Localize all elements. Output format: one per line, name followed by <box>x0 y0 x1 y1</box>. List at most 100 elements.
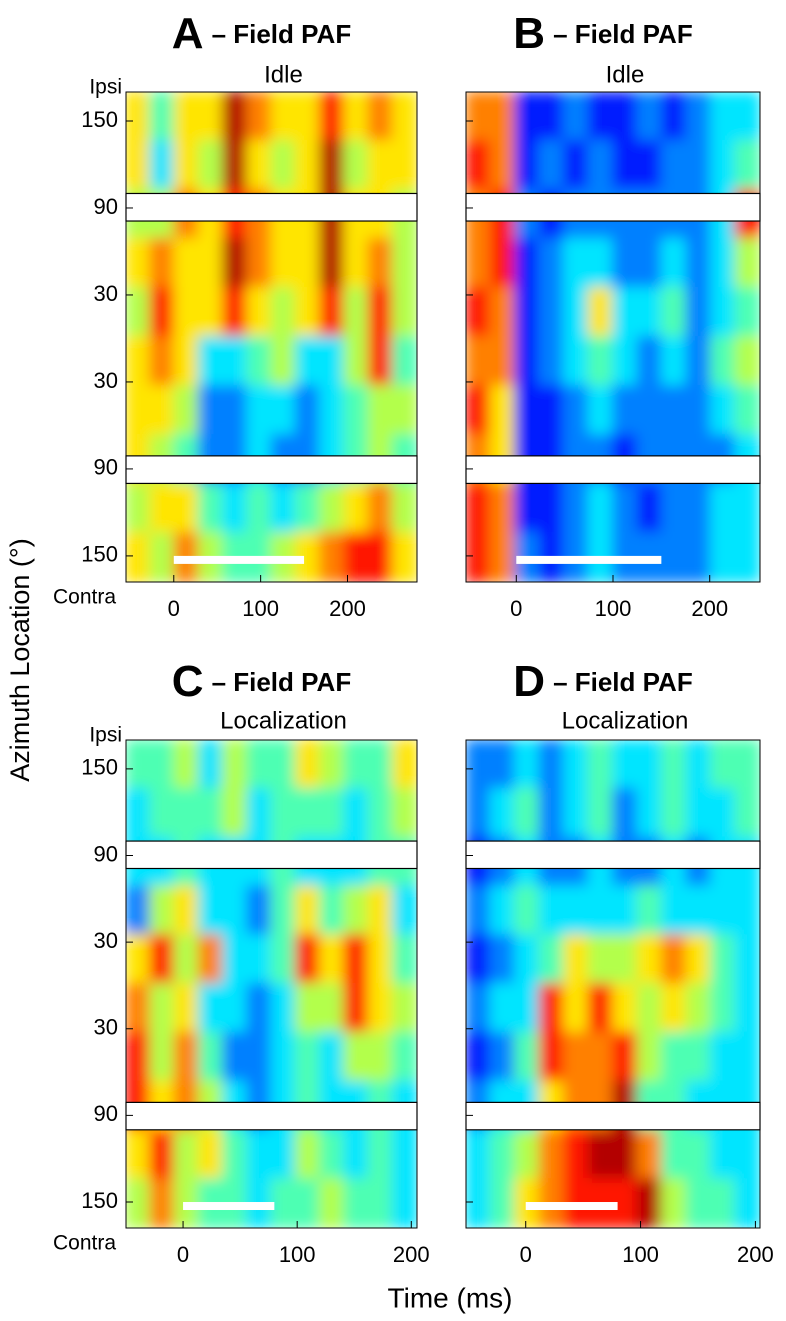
heatmap-cell <box>343 238 370 289</box>
heatmap-cell <box>489 740 516 790</box>
heatmap-cell <box>391 385 417 436</box>
heatmap-cell <box>149 983 176 1034</box>
heatmap-cell <box>710 385 737 436</box>
heatmap-cell <box>294 140 321 191</box>
heatmap-cell <box>294 787 321 839</box>
heatmap-cell <box>734 483 760 534</box>
mask-band <box>465 192 761 222</box>
heatmap-cell <box>636 483 663 534</box>
heatmap-cell <box>319 983 346 1034</box>
heatmap-cell <box>685 934 712 985</box>
heatmap-cell <box>391 1129 417 1181</box>
y-tick-label: 30 <box>94 281 118 306</box>
heatmap-cell <box>246 385 273 436</box>
heatmap-cell <box>563 483 590 534</box>
x-tick-label: 200 <box>329 596 366 621</box>
heatmap-cell <box>563 140 590 191</box>
heatmap-cell <box>661 336 688 387</box>
heatmap-cell <box>538 885 565 937</box>
heatmap-cell <box>343 740 370 790</box>
scale-bar <box>183 1202 275 1211</box>
heatmap-cell <box>466 740 492 790</box>
heatmap-cell <box>489 140 516 191</box>
heatmap-cell <box>391 1178 417 1228</box>
heatmap-cell <box>636 934 663 985</box>
y-tick-label: 30 <box>94 1015 118 1040</box>
heatmap-cell <box>367 983 394 1034</box>
heatmap-cell <box>246 336 273 387</box>
heatmap-cell <box>489 787 516 839</box>
heatmap-cell <box>636 336 663 387</box>
heatmap-cell <box>538 934 565 985</box>
heatmap-cell <box>222 885 249 937</box>
heatmap-cell <box>710 740 737 790</box>
panel-letter: B <box>513 9 545 58</box>
heatmap-cell <box>612 287 639 338</box>
heatmap-cell <box>661 287 688 338</box>
heatmap-cell <box>319 885 346 937</box>
mask-band <box>465 1101 761 1131</box>
title-text: – Field PAF <box>553 19 693 49</box>
heatmap-cell <box>661 787 688 839</box>
heatmap-cell <box>319 1031 346 1083</box>
heatmap-cell <box>126 1178 152 1228</box>
heatmap-cell <box>538 287 565 338</box>
heatmap-cell <box>466 238 492 289</box>
heatmap-cell <box>319 1129 346 1181</box>
heatmap-cell <box>197 140 224 191</box>
panel: 0 100 200 D – Field PAF Localization <box>465 657 774 1267</box>
heatmap-cell <box>149 740 176 790</box>
heatmap-cell <box>294 92 321 142</box>
panel: 0 100 200 B – Field PAF Idle <box>465 9 761 621</box>
heatmap-cell <box>222 336 249 387</box>
heatmap-cell <box>222 287 249 338</box>
y-axis-label: Azimuth Location (°) <box>5 538 35 781</box>
heatmap-cell <box>587 1129 614 1181</box>
heatmap-cell <box>612 92 639 142</box>
heatmap-cell <box>149 1178 176 1228</box>
heatmap-cell <box>319 483 346 534</box>
heatmap-cell <box>319 287 346 338</box>
panel: 150 90 30 30 90 150 Ipsi Contra 0 100 200 A – Field … <box>53 9 418 621</box>
heatmap-cell <box>661 1031 688 1083</box>
heatmap-cell <box>685 1129 712 1181</box>
heatmap-cell <box>612 885 639 937</box>
mask-band <box>125 840 418 870</box>
heatmap-cell <box>343 1178 370 1228</box>
heatmap-cell <box>685 885 712 937</box>
heatmap-cell <box>126 787 152 839</box>
heatmap-cell <box>391 885 417 937</box>
heatmap-cell <box>514 385 541 436</box>
heatmap-cell <box>126 336 152 387</box>
heatmap-cell <box>563 934 590 985</box>
heatmap-cell <box>270 983 297 1034</box>
heatmap-cell <box>270 238 297 289</box>
scale-bar <box>173 555 305 564</box>
heatmap-cell <box>173 385 200 436</box>
heatmap-cell <box>563 787 590 839</box>
heatmap-cell <box>489 385 516 436</box>
title-text: – Field PAF <box>212 19 352 49</box>
heatmap-cell <box>149 885 176 937</box>
panel-title: B – Field PAF <box>513 9 692 58</box>
x-tick-label: 200 <box>737 1242 774 1267</box>
heatmap-cell <box>612 740 639 790</box>
heatmap <box>126 92 417 582</box>
heatmap-cell <box>246 483 273 534</box>
heatmap-cell <box>246 140 273 191</box>
heatmap-cell <box>636 740 663 790</box>
panel: 150 90 30 30 90 150 Ipsi Contra 0 100 200 C – Field … <box>53 657 430 1267</box>
heatmap-cell <box>710 92 737 142</box>
heatmap-cell <box>685 336 712 387</box>
heatmap-cell <box>126 140 152 191</box>
heatmap-cell <box>489 1129 516 1181</box>
heatmap-cell <box>294 385 321 436</box>
heatmap-cell <box>466 140 492 191</box>
heatmap-cell <box>466 483 492 534</box>
heatmap-cell <box>367 1031 394 1083</box>
heatmap-cell <box>612 140 639 191</box>
heatmap-cell <box>710 1178 737 1228</box>
heatmap-cell <box>636 1129 663 1181</box>
heatmap-cell <box>126 483 152 534</box>
heatmap-cell <box>538 740 565 790</box>
